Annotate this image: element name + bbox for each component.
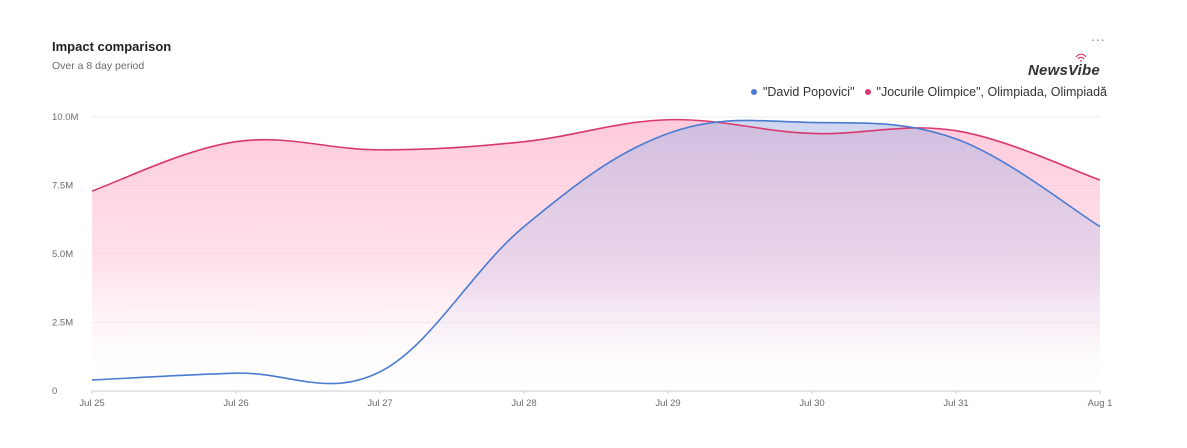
y-tick-label: 7.5M [52, 181, 73, 192]
series-areas [92, 119, 1100, 392]
x-tick-label: Aug 1 [1088, 398, 1113, 409]
x-tick-label: Jul 25 [79, 398, 104, 409]
legend-item-series-1[interactable]: "David Popovici" [750, 85, 855, 99]
x-tick-label: Jul 29 [655, 398, 680, 409]
series-lines [91, 118, 1101, 385]
legend-dot-series-1 [750, 89, 757, 95]
x-tick-label: Jul 27 [367, 398, 392, 409]
signal-wave-icon [1075, 53, 1087, 62]
x-tick-label: Jul 26 [223, 398, 248, 409]
x-tick-label: Jul 30 [799, 398, 824, 409]
axes: 0 2.5M 5.0M 7.5M 10.0M Jul 25 Jul 26 Jul 27 Jul … [52, 112, 1112, 409]
more-options-icon[interactable]: ... [1091, 28, 1106, 44]
y-tick-label: 5.0M [52, 249, 73, 260]
y-tick-label: 10.0M [52, 112, 78, 123]
series-1-area [92, 120, 1100, 392]
legend-dot-series-2 [864, 89, 871, 95]
legend-label-series-2: "Jocurile Olimpice", Olimpiada, Olimpiad… [876, 85, 1107, 99]
y-tick-label: 0 [52, 386, 57, 397]
legend-label-series-1: "David Popovici" [762, 85, 855, 99]
legend-item-series-2[interactable]: "Jocurile Olimpice", Olimpiada, Olimpiad… [864, 85, 1107, 99]
chart-title: Impact comparison [52, 39, 172, 54]
x-tick-label: Jul 31 [943, 398, 968, 409]
y-tick-label: 2.5M [52, 318, 73, 329]
chart-legend: "David Popovici" "Jocurile Olimpice", Ol… [750, 85, 1107, 99]
x-tick-label: Jul 28 [511, 398, 536, 409]
chart-subtitle: Over a 8 day period [52, 60, 145, 72]
newsvibe-logo: NewsVibe [1028, 62, 1100, 79]
series-1-line[interactable] [91, 119, 1101, 385]
series-2-line[interactable] [91, 118, 1101, 192]
